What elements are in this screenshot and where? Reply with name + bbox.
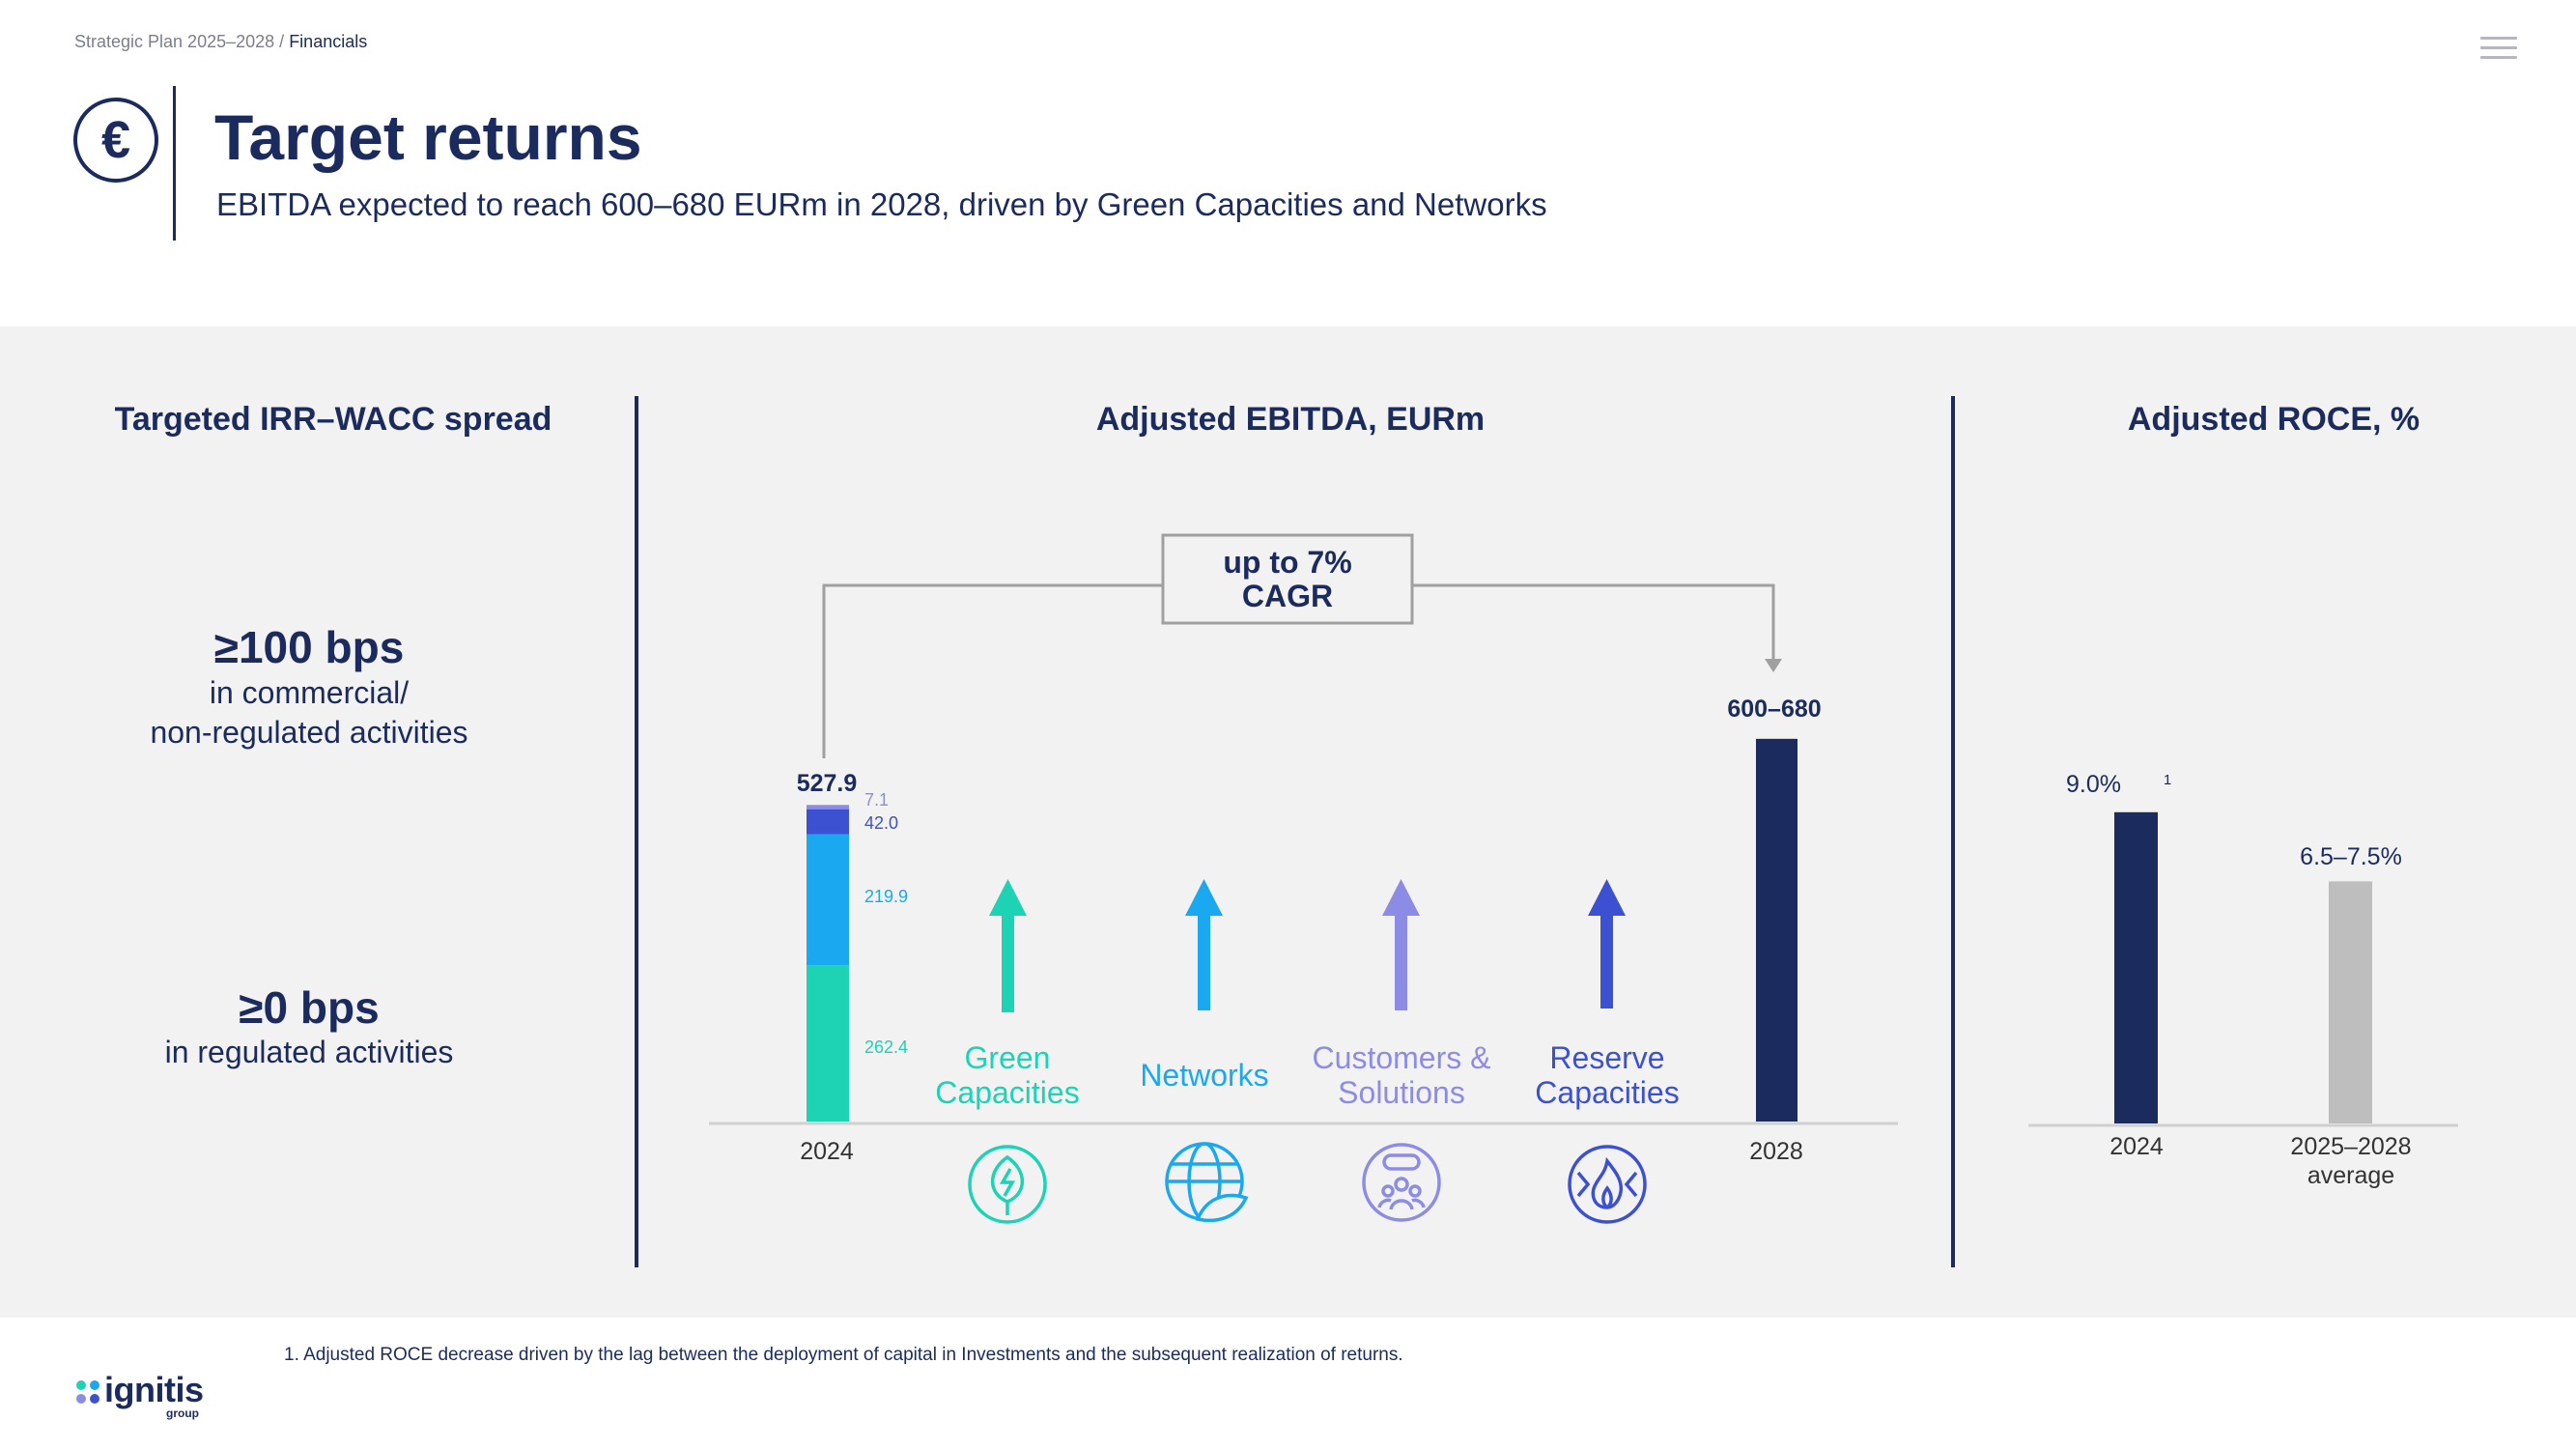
- title-divider: [173, 86, 176, 241]
- irr-heading: Targeted IRR–WACC spread: [114, 401, 552, 438]
- breadcrumb-current: Financials: [289, 32, 368, 51]
- cagr-connector-right: [1411, 583, 1775, 662]
- ebitda-2028-label: 600–680: [1727, 696, 1821, 723]
- cagr-label-line2: CAGR: [1242, 579, 1333, 613]
- cagr-box: [1161, 533, 1414, 625]
- ebitda-2024-segment-label-0: 262.4: [864, 1037, 908, 1057]
- ebitda-2024-segment-2: [807, 809, 849, 835]
- driver-label-customers-2: Solutions: [1338, 1075, 1465, 1110]
- roce-footnote-marker: 1: [2164, 772, 2171, 788]
- page-title: Target returns: [214, 101, 642, 173]
- breadcrumb-section[interactable]: Strategic Plan 2025–2028: [74, 32, 275, 51]
- roce-heading: Adjusted ROCE, %: [2127, 401, 2420, 438]
- driver-label-customers-1: Customers &: [1313, 1040, 1491, 1075]
- cagr-arrowhead: [1765, 659, 1782, 672]
- commercial-spread-line2: non-regulated activities: [150, 715, 468, 750]
- ebitda-2024-total-label: 527.9: [797, 770, 858, 797]
- driver-label-green-1: Green: [965, 1040, 1051, 1075]
- driver-label-green-2: Capacities: [935, 1075, 1079, 1110]
- logo-mark-icon: [76, 1380, 99, 1404]
- logo-word: ignitis: [104, 1370, 204, 1409]
- page-subtitle: EBITDA expected to reach 600–680 EURm in…: [216, 186, 1547, 222]
- ebitda-heading: Adjusted EBITDA, EURm: [1095, 401, 1486, 438]
- driver-arrow-reserve: [1588, 879, 1626, 1009]
- ebitda-2028-bar: [1756, 738, 1798, 1122]
- ebitda-x-label-2024: 2024: [800, 1138, 854, 1165]
- driver-label-reserve-2: Capacities: [1535, 1075, 1679, 1110]
- regulated-spread-value: ≥0 bps: [239, 982, 380, 1033]
- commercial-spread-line1: in commercial/: [209, 675, 410, 710]
- panel-divider-left: [635, 396, 638, 1267]
- driver-label-reserve-1: Reserve: [1549, 1040, 1664, 1075]
- ebitda-2024-segment-0: [807, 965, 849, 1122]
- roce-label-2025-2028: 6.5–7.5%: [2300, 843, 2402, 870]
- ebitda-2024-segment-label-2: 42.0: [864, 813, 898, 833]
- menu-icon[interactable]: [2480, 37, 2517, 62]
- people-icon: [1362, 1143, 1441, 1222]
- breadcrumb-separator: /: [274, 32, 290, 51]
- commercial-spread-value: ≥100 bps: [213, 622, 405, 672]
- breadcrumb: Strategic Plan 2025–2028 / Financials: [74, 32, 367, 52]
- ebitda-x-label-2028: 2028: [1749, 1138, 1803, 1165]
- driver-arrow-customers: [1382, 879, 1420, 1010]
- cagr-label-line1: up to 7%: [1223, 545, 1351, 580]
- ebitda-2024-segment-label-3: 7.1: [864, 790, 889, 810]
- roce-x-label-2024: 2024: [2109, 1133, 2164, 1160]
- globe-leaf-icon: [1165, 1142, 1249, 1223]
- cagr-connector-left: [822, 583, 1164, 758]
- driver-arrow-green: [989, 879, 1027, 1012]
- panel-divider-right: [1951, 396, 1955, 1267]
- roce-x-label-2025-2028: 2025–2028: [2290, 1133, 2411, 1160]
- roce-bar-1: [2329, 881, 2372, 1123]
- roce-label-2024: 9.0%: [2066, 771, 2121, 798]
- footnote: 1. Adjusted ROCE decrease driven by the …: [284, 1345, 1403, 1365]
- ebitda-2024-segment-3: [807, 805, 849, 810]
- ebitda-2024-segment-label-1: 219.9: [864, 887, 908, 906]
- ebitda-2024-segment-1: [807, 834, 849, 966]
- logo-sub: group: [166, 1406, 199, 1420]
- flame-cycle-icon: [1568, 1145, 1647, 1224]
- sprout-bolt-icon: [968, 1145, 1047, 1224]
- regulated-spread-line1: in regulated activities: [164, 1035, 454, 1069]
- euro-icon: €: [73, 98, 158, 183]
- roce-bar-0: [2114, 811, 2158, 1123]
- driver-label-networks: Networks: [1140, 1058, 1268, 1093]
- roce-x-sublabel: average: [2307, 1162, 2394, 1189]
- driver-arrow-networks: [1185, 879, 1223, 1010]
